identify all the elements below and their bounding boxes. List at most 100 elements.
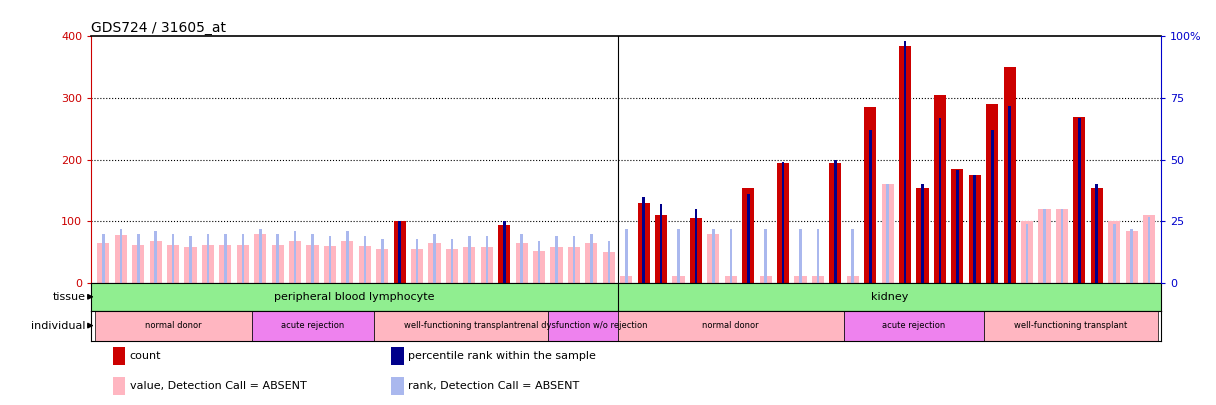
Bar	[137, 234, 140, 283]
Bar	[865, 107, 877, 283]
Bar	[556, 236, 558, 283]
Bar	[730, 229, 732, 283]
Bar	[480, 247, 492, 283]
Text: kidney: kidney	[871, 292, 908, 302]
Bar	[95, 311, 252, 341]
Bar	[359, 246, 371, 283]
Bar	[411, 249, 423, 283]
Bar	[903, 41, 906, 283]
Bar	[1021, 222, 1034, 283]
Bar	[133, 245, 145, 283]
Bar	[185, 247, 197, 283]
Bar	[503, 222, 506, 283]
Bar	[311, 234, 314, 283]
Bar	[171, 234, 174, 283]
Text: percentile rank within the sample: percentile rank within the sample	[407, 351, 596, 361]
Bar	[1003, 67, 1015, 283]
Bar	[794, 276, 806, 283]
Text: count: count	[130, 351, 162, 361]
Bar	[1060, 209, 1063, 283]
Bar	[294, 231, 297, 283]
Bar	[102, 234, 105, 283]
Bar	[119, 229, 122, 283]
Bar	[812, 276, 824, 283]
Bar	[463, 247, 475, 283]
Bar	[637, 203, 649, 283]
Bar	[713, 229, 715, 283]
Bar	[844, 311, 984, 341]
Bar	[1108, 222, 1120, 283]
Bar	[1074, 117, 1086, 283]
Text: GDS724 / 31605_at: GDS724 / 31605_at	[91, 21, 226, 35]
Bar	[323, 246, 336, 283]
Bar	[548, 311, 618, 341]
Bar	[851, 229, 854, 283]
Bar	[1055, 209, 1068, 283]
Text: normal donor: normal donor	[703, 321, 759, 330]
Bar	[934, 95, 946, 283]
Text: well-functioning transplant: well-functioning transplant	[404, 321, 517, 330]
Bar	[689, 218, 702, 283]
Bar	[433, 234, 435, 283]
Bar	[468, 236, 471, 283]
Text: normal donor: normal donor	[145, 321, 202, 330]
Bar	[760, 276, 772, 283]
Bar	[660, 204, 663, 283]
Text: rank, Detection Call = ABSENT: rank, Detection Call = ABSENT	[407, 382, 579, 392]
Bar	[747, 194, 749, 283]
Bar	[986, 104, 998, 283]
Bar	[154, 231, 157, 283]
Bar	[254, 234, 266, 283]
Bar	[1008, 106, 1010, 283]
Bar	[620, 276, 632, 283]
Bar	[922, 184, 924, 283]
Bar	[765, 229, 767, 283]
Bar	[917, 188, 929, 283]
Bar	[829, 163, 841, 283]
Bar	[451, 239, 454, 283]
Bar	[984, 311, 1158, 341]
Bar	[603, 252, 615, 283]
Bar	[846, 276, 858, 283]
Bar	[655, 215, 668, 283]
Bar	[390, 377, 404, 395]
Bar	[271, 245, 283, 283]
Bar	[625, 229, 627, 283]
Bar	[951, 169, 963, 283]
Text: value, Detection Call = ABSENT: value, Detection Call = ABSENT	[130, 382, 306, 392]
Bar	[956, 170, 958, 283]
Bar	[551, 247, 563, 283]
Bar	[390, 347, 404, 365]
Bar	[259, 229, 261, 283]
Bar	[899, 46, 911, 283]
Text: acute rejection: acute rejection	[882, 321, 945, 330]
Bar	[207, 234, 209, 283]
Bar	[725, 276, 737, 283]
Bar	[777, 163, 789, 283]
Bar	[1079, 118, 1081, 283]
Bar	[642, 197, 644, 283]
Bar	[150, 241, 162, 283]
Bar	[799, 229, 801, 283]
Bar	[694, 209, 697, 283]
Bar	[520, 234, 523, 283]
Text: individual: individual	[32, 321, 86, 330]
Bar	[237, 245, 249, 283]
Bar	[416, 239, 418, 283]
Bar	[939, 118, 941, 283]
Bar	[608, 241, 610, 283]
Bar	[1143, 215, 1155, 283]
Bar	[590, 234, 592, 283]
Bar	[114, 235, 126, 283]
Bar	[394, 222, 406, 283]
Bar	[585, 243, 597, 283]
Bar	[708, 234, 720, 283]
Bar	[537, 241, 540, 283]
Bar	[364, 236, 366, 283]
Bar	[573, 236, 575, 283]
Bar	[1131, 229, 1133, 283]
Bar	[342, 241, 354, 283]
Bar	[347, 231, 349, 283]
Text: renal dysfunction w/o rejection: renal dysfunction w/o rejection	[518, 321, 648, 330]
Text: well-functioning transplant: well-functioning transplant	[1014, 321, 1127, 330]
